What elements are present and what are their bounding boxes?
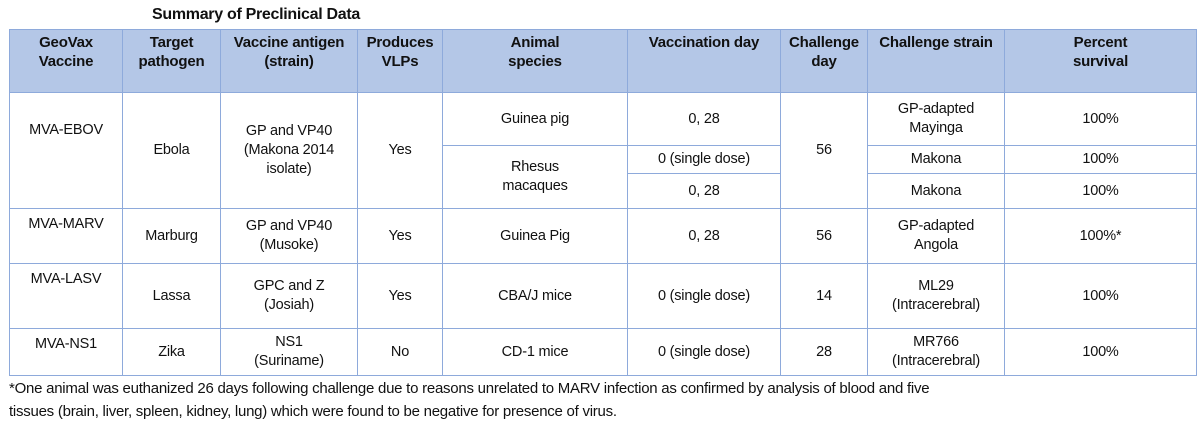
header-pathogen: Target pathogen	[122, 29, 221, 93]
header-row: GeoVax Vaccine Target pathogen Vaccine ant…	[9, 29, 1197, 93]
survival-cell: 100%	[1004, 173, 1197, 209]
header-challenge-day: Challenge day	[780, 29, 868, 93]
survival-cell: 100%	[1004, 263, 1197, 329]
table-row: MVA-MARV Marburg GP and VP40 (Musoke) Yes…	[9, 208, 1197, 264]
vaccination-day-cell: 0, 28	[627, 92, 781, 146]
footnote: *One animal was euthanized 26 days follo…	[9, 377, 930, 423]
challenge-strain-cell: MR766 (Intracerebral)	[867, 328, 1005, 376]
species-cell: Guinea pig	[442, 92, 628, 146]
pathogen-cell: Marburg	[122, 208, 221, 264]
pathogen-cell: Ebola	[122, 92, 221, 209]
header-vaccination-day: Vaccination day	[627, 29, 781, 93]
vaccination-day-cell: 0, 28	[627, 208, 781, 264]
challenge-strain-cell: GP-adapted Angola	[867, 208, 1005, 264]
table-row: 0, 28 Makona 100%	[10, 173, 1197, 209]
table-row: Rhesus macaques 0 (single dose) Makona 10…	[10, 145, 1197, 209]
vaccine-cell: MVA-MARV	[9, 208, 123, 264]
vaccination-day-cell: 0 (single dose)	[627, 145, 781, 174]
antigen-cell: NS1 (Suriname)	[220, 328, 358, 376]
footnote-line: *One animal was euthanized 26 days follo…	[9, 380, 930, 397]
species-cell: CBA/J mice	[442, 263, 628, 329]
vlps-cell: Yes	[357, 208, 443, 264]
challenge-day-cell: 56	[780, 92, 868, 209]
table-row: MVA-NS1 Zika NS1 (Suriname) No CD-1 mice …	[9, 328, 1197, 376]
vaccination-day-cell: 0 (single dose)	[627, 263, 781, 329]
species-cell: Rhesus macaques	[442, 145, 628, 209]
survival-cell: 100%	[1004, 328, 1197, 376]
survival-cell: 100%	[1004, 92, 1197, 146]
vaccination-day-cell: 0 (single dose)	[627, 328, 781, 376]
header-antigen: Vaccine antigen (strain)	[220, 29, 358, 93]
species-cell: CD-1 mice	[442, 328, 628, 376]
antigen-cell: GP and VP40 (Musoke)	[220, 208, 358, 264]
antigen-cell: GP and VP40 (Makona 2014 isolate)	[220, 92, 358, 209]
header-vaccine: GeoVax Vaccine	[9, 29, 123, 93]
species-cell: Guinea Pig	[442, 208, 628, 264]
table-title: Summary of Preclinical Data	[152, 6, 360, 23]
challenge-day-cell: 14	[780, 263, 868, 329]
preclinical-data-table: GeoVax Vaccine Target pathogen Vaccine ant…	[9, 29, 1197, 376]
header-species: Animal species	[442, 29, 628, 93]
header-survival: Percent survival	[1004, 29, 1197, 93]
pathogen-cell: Zika	[122, 328, 221, 376]
table-row: MVA-EBOV Ebola GP and VP40 (Makona 2014 is…	[9, 92, 1197, 209]
pathogen-cell: Lassa	[122, 263, 221, 329]
challenge-strain-cell: Makona	[867, 145, 1005, 174]
vlps-cell: Yes	[357, 263, 443, 329]
vaccine-cell: MVA-NS1	[9, 328, 123, 376]
survival-cell: 100%	[1004, 145, 1197, 174]
vaccine-cell: MVA-EBOV	[9, 92, 123, 209]
table-row: MVA-LASV Lassa GPC and Z (Josiah) Yes CBA…	[9, 263, 1197, 329]
survival-cell: 100%*	[1004, 208, 1197, 264]
header-vlps: Produces VLPs	[357, 29, 443, 93]
vlps-cell: Yes	[357, 92, 443, 209]
challenge-strain-cell: Makona	[867, 173, 1005, 209]
vaccination-day-cell: 0, 28	[627, 173, 781, 209]
vlps-cell: No	[357, 328, 443, 376]
header-challenge-strain: Challenge strain	[867, 29, 1005, 93]
challenge-strain-cell: ML29 (Intracerebral)	[867, 263, 1005, 329]
challenge-day-cell: 56	[780, 208, 868, 264]
antigen-cell: GPC and Z (Josiah)	[220, 263, 358, 329]
vaccine-cell: MVA-LASV	[9, 263, 123, 329]
challenge-day-cell: 28	[780, 328, 868, 376]
footnote-line: tissues (brain, liver, spleen, kidney, l…	[9, 403, 617, 420]
challenge-strain-cell: GP-adapted Mayinga	[867, 92, 1005, 146]
